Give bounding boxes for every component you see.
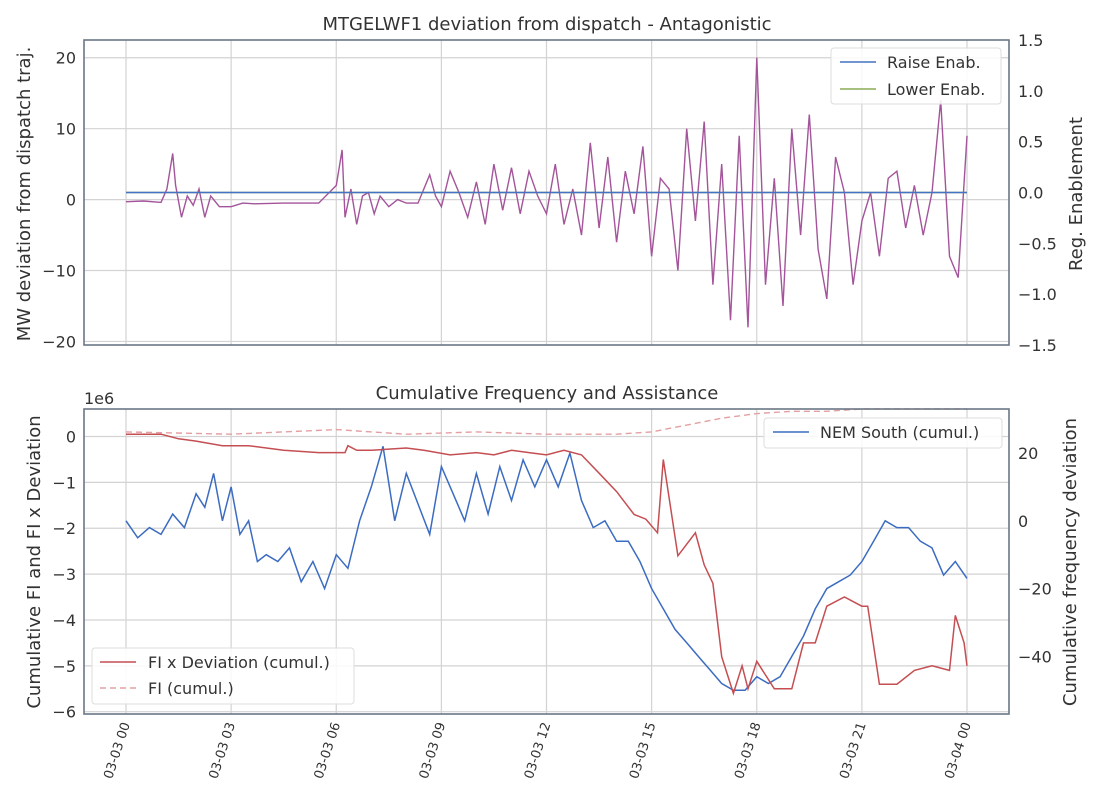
bottom-y2-tick-labels: 20 0 −20 −40: [1018, 444, 1052, 666]
legend-label-fi-x-deviation: FI x Deviation (cumul.): [148, 653, 330, 672]
top-series-lines: [125, 57, 968, 328]
y-tick-label: 20: [56, 49, 76, 68]
x-tick-label: 03-03 09: [417, 721, 449, 781]
series-line-deviation: [125, 57, 968, 328]
offset-label: 1e6: [84, 389, 114, 408]
y2-tick-label: −1.0: [1018, 285, 1057, 304]
y-tick-label: −4: [52, 611, 76, 630]
x-tick-label: 03-03 06: [312, 721, 344, 781]
x-tick-label: 03-04 00: [942, 721, 974, 781]
fi-legend-box: [91, 647, 355, 705]
legend-label-nem-south: NEM South (cumul.): [820, 423, 979, 442]
y2-tick-label: 1.0: [1018, 82, 1043, 101]
top-plot-frame: [83, 39, 1010, 346]
y-tick-label: −5: [52, 657, 76, 676]
y-tick-label: −3: [52, 565, 76, 584]
y2-tick-label: −20: [1018, 580, 1052, 599]
y-tick-label: 0: [66, 191, 76, 210]
bottom-y-axis-label: Cumulative FI and FI x Deviation: [24, 415, 45, 708]
bottom-panel: 0 −1 −2 −3 −4 −5 −6 20 0 −20 −40 03-03 00 03-03 03…: [24, 383, 1081, 781]
y2-tick-label: −1.5: [1018, 336, 1057, 355]
nem-legend: NEM South (cumul.): [763, 417, 1003, 449]
top-y2-axis-label: Reg. Enablement: [1066, 117, 1087, 271]
top-panel: −20 −10 0 10 20 −1.5 −1.0 −0.5 0.0 0.5 1.0 1.5 MTG…: [14, 14, 1087, 355]
top-legend: Raise Enab. Lower Enab.: [830, 47, 1002, 105]
y-tick-label: −10: [42, 262, 76, 281]
y2-tick-label: −40: [1018, 647, 1052, 666]
nem-legend-box: [763, 417, 1003, 449]
y-tick-label: 10: [56, 120, 76, 139]
series-line-fi-x-deviation: [126, 433, 968, 696]
x-tick-label: 03-03 21: [837, 721, 869, 781]
top-y-tick-labels: −20 −10 0 10 20: [42, 49, 76, 352]
y2-tick-label: −0.5: [1018, 234, 1057, 253]
x-tick-label: 03-03 03: [207, 721, 239, 781]
fi-legend: FI x Deviation (cumul.) FI (cumul.): [91, 647, 355, 705]
legend-label-lower-enab: Lower Enab.: [887, 80, 985, 99]
legend-label-fi-cumul: FI (cumul.): [148, 679, 234, 698]
bottom-series-lines: [125, 408, 968, 696]
bottom-x-tick-labels: 03-03 00 03-03 03 03-03 06 03-03 09 03-03 12…: [101, 721, 974, 781]
bottom-plot-frame: [83, 408, 1010, 715]
bottom-y-tick-labels: 0 −1 −2 −3 −4 −5 −6: [52, 428, 76, 722]
top-y2-tick-labels: −1.5 −1.0 −0.5 0.0 0.5 1.0 1.5: [1018, 31, 1057, 355]
y-tick-label: −20: [42, 332, 76, 351]
x-tick-label: 03-03 18: [732, 721, 764, 781]
top-chart-title: MTGELWF1 deviation from dispatch - Antag…: [322, 14, 771, 35]
top-y-axis-label: MW deviation from dispatch traj.: [14, 47, 35, 342]
y2-tick-label: 1.5: [1018, 31, 1043, 50]
y-tick-label: −2: [52, 519, 76, 538]
x-tick-label: 03-03 15: [627, 721, 659, 781]
series-line-nem-south: [125, 446, 968, 692]
bottom-chart-title: Cumulative Frequency and Assistance: [376, 383, 719, 404]
y2-tick-label: 0: [1018, 512, 1028, 531]
x-tick-label: 03-03 12: [522, 721, 554, 781]
y-tick-label: −6: [52, 703, 76, 722]
legend-label-raise-enab: Raise Enab.: [887, 53, 981, 72]
x-tick-label: 03-03 00: [101, 721, 133, 781]
y-tick-label: −1: [52, 473, 76, 492]
bottom-y2-axis-label: Cumulative frequency deviation: [1060, 418, 1081, 706]
y-tick-label: 0: [66, 428, 76, 447]
y2-tick-label: 20: [1018, 444, 1038, 463]
series-line-fi-cumul: [125, 408, 967, 435]
y2-tick-label: 0.0: [1018, 184, 1043, 203]
y2-tick-label: 0.5: [1018, 133, 1043, 152]
